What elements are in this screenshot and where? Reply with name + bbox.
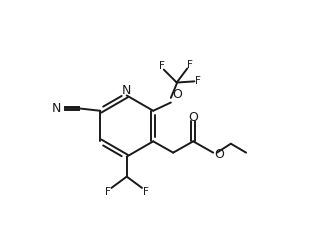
Text: F: F bbox=[105, 187, 111, 197]
Text: F: F bbox=[143, 187, 148, 197]
Text: O: O bbox=[189, 111, 199, 124]
Text: O: O bbox=[214, 148, 224, 161]
Text: F: F bbox=[187, 60, 192, 70]
Text: F: F bbox=[159, 61, 165, 71]
Text: N: N bbox=[122, 84, 132, 97]
Text: F: F bbox=[195, 76, 201, 86]
Text: N: N bbox=[51, 102, 61, 115]
Text: O: O bbox=[172, 88, 182, 101]
